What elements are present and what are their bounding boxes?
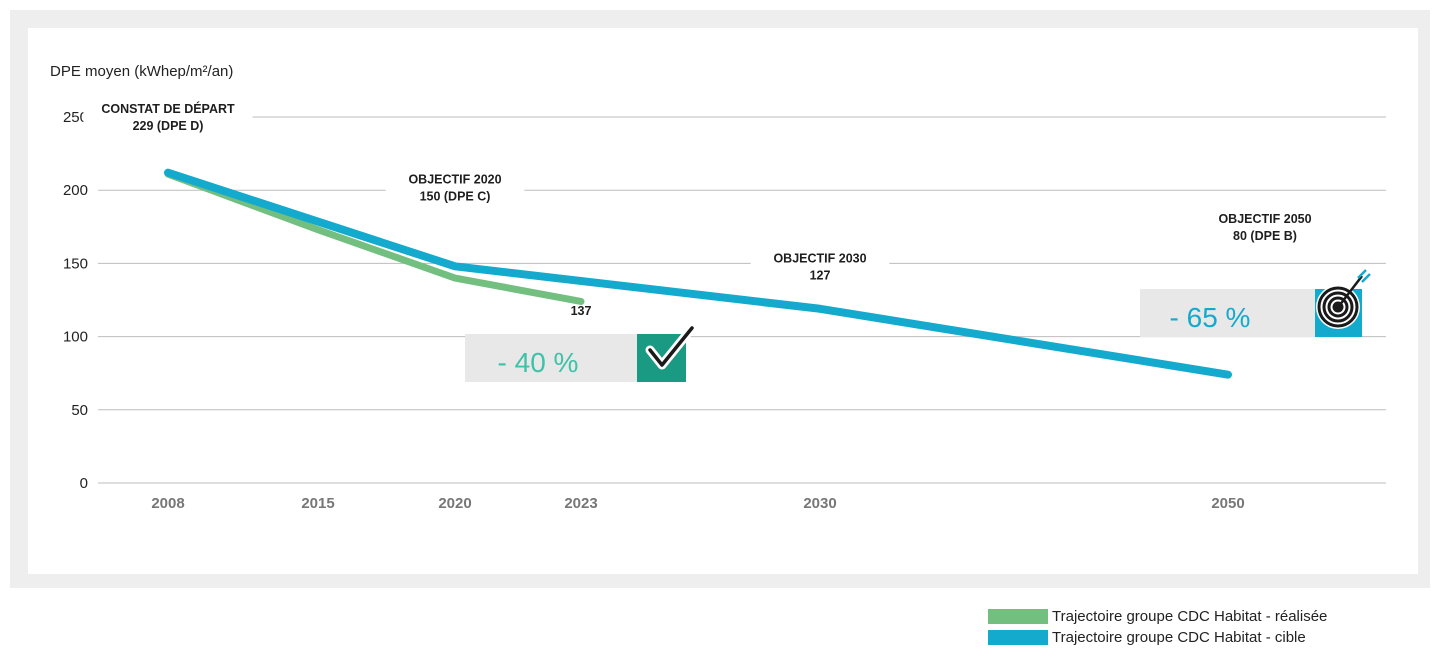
target-icon xyxy=(1316,269,1371,329)
badge-65-bg xyxy=(1140,289,1315,337)
series-point-realisee-2015 xyxy=(316,227,320,232)
badge-40: - 40 % xyxy=(465,323,697,382)
legend-item-cible: Trajectoire groupe CDC Habitat - cible xyxy=(988,627,1327,648)
ann-2030-line-1: 127 xyxy=(810,268,831,282)
ann-2050-line-0: OBJECTIF 2050 xyxy=(1218,212,1311,226)
ann-2030: OBJECTIF 2030 127 xyxy=(750,246,890,289)
badge-65-label: - 65 % xyxy=(1170,302,1251,333)
ann-depart: CONSTAT DE DÉPART 229 (DPE D) xyxy=(83,97,253,139)
ann-2020-line-1: 150 (DPE C) xyxy=(420,189,491,203)
checkmark-icon xyxy=(648,326,694,367)
legend-swatch-cible xyxy=(988,630,1048,645)
x-tick-label-2015: 2015 xyxy=(301,495,334,512)
ann-2020: OBJECTIF 2020 150 (DPE C) xyxy=(385,167,525,210)
ann-2050: OBJECTIF 2050 80 (DPE B) xyxy=(1195,206,1335,249)
ann-137: 137 xyxy=(571,304,592,318)
legend-label-cible: Trajectoire groupe CDC Habitat - cible xyxy=(1052,629,1306,646)
ann-2020-backing xyxy=(385,167,525,210)
series-point-realisee-2020 xyxy=(453,276,457,281)
x-tick-label-2030: 2030 xyxy=(803,495,836,512)
x-tick-label-2023: 2023 xyxy=(564,495,597,512)
x-tick-label-2008: 2008 xyxy=(151,495,184,512)
ann-depart-backing xyxy=(83,97,253,139)
y-tick-label-100: 100 xyxy=(63,329,88,346)
ann-2020-line-0: OBJECTIF 2020 xyxy=(408,172,501,186)
target-icon-ring-3 xyxy=(1327,296,1349,318)
series-line-cible xyxy=(164,168,1232,379)
ann-depart-line-0: CONSTAT DE DÉPART xyxy=(101,101,235,116)
y-tick-label-250: 250 xyxy=(63,109,88,126)
series-point-realisee-2023 xyxy=(579,299,583,304)
target-icon-fletching xyxy=(1357,269,1371,283)
series-line-realisee xyxy=(164,170,585,305)
x-tick-label-2020: 2020 xyxy=(438,495,471,512)
y-tick-label-0: 0 xyxy=(80,475,88,492)
target-icon-arrow xyxy=(1338,275,1363,307)
badge-40-bg xyxy=(465,334,637,382)
y-tick-label-200: 200 xyxy=(63,182,88,199)
badge-65: - 65 % xyxy=(1140,269,1371,337)
ann-depart-line-1: 229 (DPE D) xyxy=(133,119,204,133)
chart-plot-area: DPE moyen (kWhep/m²/an) 0 50 100 150 200 250 20… xyxy=(28,28,1418,574)
y-axis-label: DPE moyen (kWhep/m²/an) xyxy=(50,63,233,80)
badge-40-label: - 40 % xyxy=(498,347,579,378)
legend-swatch-realisee xyxy=(988,609,1048,624)
ann-2030-backing xyxy=(750,246,890,289)
ann-2030-line-0: OBJECTIF 2030 xyxy=(773,251,866,265)
ann-137-line-0: 137 xyxy=(571,304,592,318)
target-icon-ring-2 xyxy=(1322,291,1354,323)
legend-item-realisee: Trajectoire groupe CDC Habitat - réalisé… xyxy=(988,606,1327,627)
y-tick-label-50: 50 xyxy=(71,402,88,419)
y-tick-label-150: 150 xyxy=(63,255,88,272)
target-icon-ring-1 xyxy=(1317,286,1359,328)
line-chart: DPE moyen (kWhep/m²/an) 0 50 100 150 200 250 20… xyxy=(50,63,1386,512)
legend-label-realisee: Trajectoire groupe CDC Habitat - réalisé… xyxy=(1052,608,1328,625)
x-tick-label-2050: 2050 xyxy=(1211,495,1244,512)
chart-legend: Trajectoire groupe CDC Habitat - réalisé… xyxy=(988,606,1327,648)
ann-2050-backing xyxy=(1195,206,1335,249)
ann-2050-line-1: 80 (DPE B) xyxy=(1233,229,1297,243)
